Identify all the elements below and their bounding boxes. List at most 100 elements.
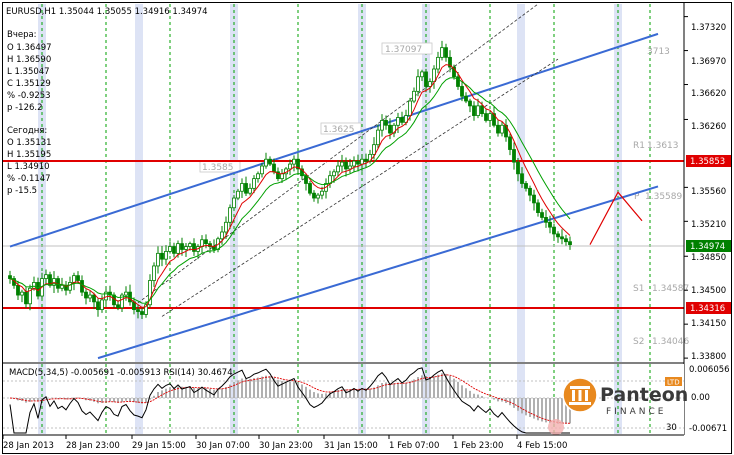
pivot-s2-label: S2 — [633, 337, 644, 347]
session-band — [135, 4, 143, 362]
candle-body — [380, 120, 384, 131]
candle-body — [60, 284, 64, 289]
resistance-price-text: 1.35853 — [690, 157, 725, 167]
y-tick-label: 1.33800 — [691, 352, 726, 362]
symbol-header: EURUSD,H1 1.35044 1.35055 1.34916 1.3497… — [6, 7, 208, 17]
candle-body — [220, 231, 224, 240]
candle-body — [48, 274, 52, 286]
candle-body — [400, 117, 404, 123]
logo-badge-text: LTD — [667, 379, 680, 387]
y-tick-label: 1.36260 — [691, 122, 726, 132]
panteon-logo: Panteon FINANCE LTD — [562, 377, 688, 417]
session-band — [230, 364, 238, 434]
y-tick-label: 1.35560 — [691, 187, 726, 197]
candle-body — [256, 173, 260, 180]
channel-line — [97, 185, 659, 360]
pivot-s1-label: S1 — [633, 284, 644, 294]
x-tick-label: 28 Jan 2013 — [3, 441, 54, 451]
yesterday-open: O 1.36497 — [7, 43, 52, 53]
candle-body — [388, 124, 392, 134]
indicator-label: MACD(5,34,5) -0.005691 -0.005913 RSI(14)… — [9, 368, 233, 378]
candle-body — [524, 183, 528, 189]
time-axis: 28 Jan 2013 28 Jan 23:00 29 Jan 15:00 30… — [2, 434, 684, 451]
candle-body — [492, 113, 496, 126]
pivot-s2-value: 1.34046 — [652, 337, 689, 347]
candle-body — [508, 136, 512, 150]
candle-body — [424, 71, 428, 87]
candle-body — [20, 291, 24, 296]
today-high: H 1.35195 — [7, 150, 51, 160]
high-extreme-label: 1.37097 — [385, 45, 422, 55]
yesterday-percent: % -0.9253 — [7, 91, 51, 101]
candle-body — [280, 173, 284, 180]
candle-body — [8, 275, 12, 279]
y-tick-label: 1.35210 — [691, 220, 726, 230]
logo-badge — [665, 377, 682, 386]
candle-body — [396, 117, 400, 126]
candle-body — [540, 212, 544, 218]
today-title: Сегодня: — [7, 126, 47, 136]
candle-body — [564, 238, 568, 243]
candle-body — [560, 236, 564, 240]
today-percent: % -0.1147 — [7, 174, 51, 184]
candle-body — [156, 252, 160, 267]
candle-body — [224, 221, 228, 233]
macd-bottom-value: -0.00671 — [689, 424, 727, 434]
low-extreme-label: 1.3585 — [202, 163, 234, 173]
candle-body — [552, 226, 556, 235]
candle-body — [292, 158, 296, 165]
candle-body — [228, 207, 232, 223]
candle-body — [416, 76, 420, 92]
candle-body — [384, 120, 388, 126]
candle-body — [268, 158, 272, 165]
y-tick-label: 1.36970 — [691, 57, 726, 67]
x-tick-label: 1 Feb 23:00 — [453, 441, 503, 451]
candle-body — [336, 165, 340, 173]
projection-path — [589, 191, 643, 245]
candle-body — [332, 171, 336, 177]
pivot-s1-value: 1.34587 — [652, 284, 689, 294]
candle-body — [496, 124, 500, 134]
candle-body — [296, 158, 300, 170]
candle-body — [96, 301, 100, 311]
today-low: L 1.34910 — [7, 162, 50, 172]
candle-body — [168, 246, 172, 252]
pivot-p-label: P — [634, 192, 640, 202]
candle-body — [44, 274, 48, 279]
candle-body — [472, 105, 476, 116]
candle-body — [160, 252, 164, 260]
y-tick-label: 1.37320 — [691, 23, 726, 33]
candle-body — [208, 243, 212, 247]
x-tick-label: 30 Jan 07:00 — [196, 441, 250, 451]
candle-body — [352, 160, 356, 167]
candle-body — [520, 173, 524, 184]
logo-sub: FINANCE — [606, 407, 666, 417]
rsi-30-label: 30 — [666, 423, 677, 433]
candle-body — [92, 294, 96, 303]
x-tick-label: 4 Feb 15:00 — [517, 441, 567, 451]
candle-body — [148, 280, 152, 306]
candle-body — [100, 299, 104, 311]
candle-body — [436, 56, 440, 70]
candle-body — [468, 100, 472, 107]
candle-body — [448, 56, 452, 68]
current-price-text: 1.34974 — [690, 242, 725, 252]
candle-body — [68, 282, 72, 291]
ma-fast-line — [9, 64, 571, 308]
candle-body — [104, 291, 108, 301]
candle-body — [248, 187, 252, 194]
session-band — [422, 4, 430, 362]
candle-body — [500, 124, 504, 134]
logo-name: Panteon — [600, 384, 688, 406]
x-tick-label: 28 Jan 23:00 — [66, 441, 120, 451]
support-price-tag — [686, 302, 731, 314]
x-tick-label: 30 Jan 23:00 — [259, 441, 313, 451]
candle-body — [452, 66, 456, 78]
candle-body — [568, 241, 572, 246]
candle-body — [24, 291, 28, 305]
y-tick-label: 1.34150 — [691, 319, 726, 329]
candle-body — [364, 158, 368, 162]
candle-body — [240, 183, 244, 192]
session-band — [422, 364, 430, 434]
